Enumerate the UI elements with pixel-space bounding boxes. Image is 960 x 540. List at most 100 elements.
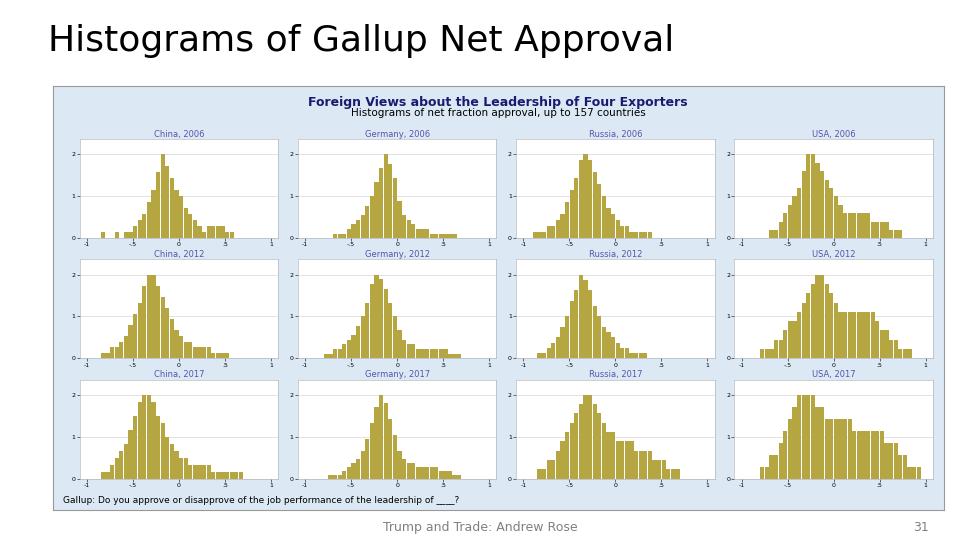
Title: Germany, 2006: Germany, 2006 [365,130,430,139]
Bar [871,430,875,478]
Bar [597,185,601,238]
Bar [588,291,592,359]
Bar [917,467,921,478]
Bar [592,172,597,238]
Bar [848,418,852,478]
Bar [538,353,541,359]
Title: Russia, 2012: Russia, 2012 [588,249,642,259]
Bar [551,343,556,359]
Bar [861,430,866,478]
Bar [188,214,192,238]
Bar [899,349,902,359]
Bar [142,286,147,359]
Bar [829,188,833,238]
Bar [216,226,220,238]
Bar [584,395,588,478]
Bar [894,443,898,478]
Bar [211,353,215,359]
Bar [852,213,856,238]
Bar [129,232,132,238]
Title: China, 2012: China, 2012 [154,249,204,259]
Bar [225,353,229,359]
Bar [142,214,147,238]
Bar [611,432,615,478]
Bar [625,441,629,478]
Bar [137,302,142,359]
Bar [420,229,424,238]
Bar [538,469,541,478]
Bar [137,220,142,238]
Bar [820,171,825,238]
Title: Russia, 2006: Russia, 2006 [588,130,642,139]
Bar [848,213,852,238]
Bar [188,342,192,359]
Bar [806,154,810,238]
Bar [147,274,151,359]
Bar [183,342,188,359]
Bar [142,395,147,478]
Bar [351,224,355,238]
Bar [861,213,866,238]
Bar [110,464,114,478]
Bar [774,230,779,238]
Bar [797,188,802,238]
Bar [556,220,560,238]
Bar [133,416,137,478]
Bar [584,154,588,238]
Bar [229,232,234,238]
Bar [843,213,848,238]
Bar [379,279,383,359]
Bar [225,232,229,238]
Bar [425,467,429,478]
Bar [147,395,151,478]
Bar [857,430,861,478]
Bar [770,455,774,478]
Bar [542,469,546,478]
Bar [402,340,406,359]
Bar [661,460,666,478]
Bar [574,178,579,238]
Bar [760,349,764,359]
Bar [193,347,197,359]
Text: Foreign Views about the Leadership of Four Exporters: Foreign Views about the Leadership of Fo… [308,96,688,109]
Bar [448,470,452,478]
Bar [388,418,393,478]
Bar [342,470,347,478]
Bar [429,349,434,359]
Bar [406,345,411,359]
Bar [448,354,452,359]
Bar [634,450,638,478]
Bar [561,441,564,478]
Bar [106,471,109,478]
Bar [328,354,332,359]
Bar [653,460,657,478]
Bar [615,220,620,238]
Bar [411,463,416,478]
Bar [889,230,893,238]
Bar [802,302,805,359]
Bar [597,413,601,478]
Text: Histograms of net fraction approval, up to 157 countries: Histograms of net fraction approval, up … [350,109,646,118]
Title: Germany, 2017: Germany, 2017 [365,370,430,379]
Bar [538,232,541,238]
Bar [625,348,629,359]
Bar [871,312,875,359]
Bar [183,208,188,238]
Bar [124,336,128,359]
Bar [333,475,337,478]
Bar [221,226,225,238]
Bar [879,330,884,359]
Bar [202,232,206,238]
Bar [221,353,225,359]
Bar [866,213,871,238]
Bar [783,330,787,359]
Bar [876,221,879,238]
Bar [416,467,420,478]
Bar [175,191,179,238]
Bar [556,450,560,478]
Bar [866,430,871,478]
Bar [333,349,337,359]
Bar [843,418,848,478]
Bar [838,312,843,359]
Bar [452,354,457,359]
